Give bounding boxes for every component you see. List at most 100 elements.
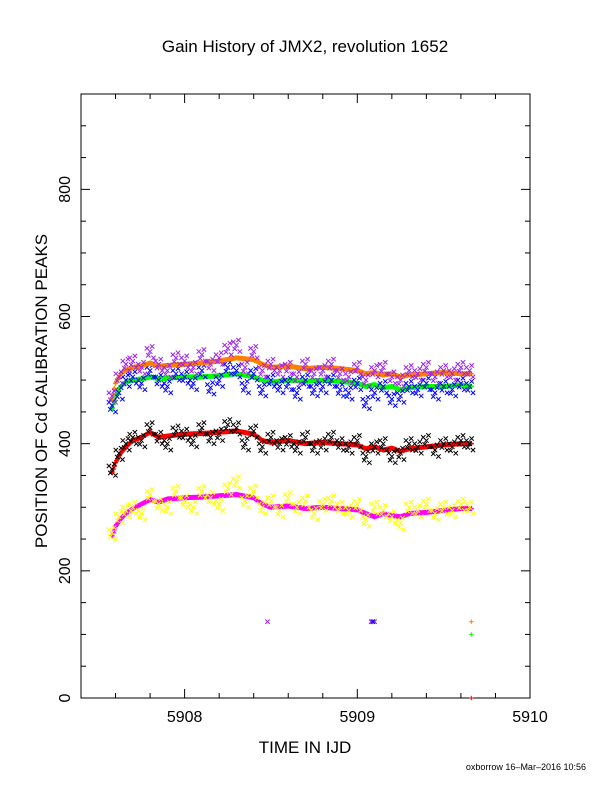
data-point [206,365,212,371]
data-point [412,383,418,390]
data-point [111,525,117,531]
data-point [184,426,190,432]
data-point [356,359,362,365]
data-point [375,374,381,380]
data-point [275,444,281,451]
data-point [425,359,432,365]
data-point [232,371,238,377]
data-point [399,515,406,521]
data-point [163,371,169,377]
data-point [291,501,297,507]
data-point [420,377,426,383]
data-point [299,431,305,437]
data-point [403,380,409,386]
data-point [194,511,200,517]
data-point [404,508,410,514]
data-point [343,441,349,447]
data-point [132,353,138,359]
data-point [437,437,444,444]
data-point [361,381,367,387]
data-point [335,444,341,451]
data-point [451,366,457,372]
data-point [170,352,176,358]
data-point [299,495,305,501]
data-point [184,369,190,375]
data-point [308,507,314,513]
data-point [453,377,459,383]
data-point [188,384,195,390]
data-point [249,432,255,438]
data-point [166,499,172,505]
data-point [413,511,419,517]
data-point [413,390,419,397]
data-point [374,385,380,391]
data-point [283,498,290,505]
data-point [374,499,380,505]
data-point [430,394,436,400]
data-point [254,434,260,440]
data-point [218,496,224,502]
data-point [396,397,402,403]
y-tick-label: 0 [57,693,74,702]
x-tick-label: 5908 [167,709,203,726]
data-point [196,348,202,355]
data-point [145,352,151,358]
data-point [368,441,375,447]
data-point [245,371,252,377]
data-point [222,482,228,488]
data-point [114,394,120,400]
data-point [448,448,454,454]
data-point [171,359,177,365]
data-point [289,371,295,377]
data-point [220,361,226,367]
data-point [180,502,186,508]
data-point [308,368,314,374]
data-point [360,374,366,380]
data-point [273,380,280,386]
data-point [202,358,208,364]
data-point [408,436,414,442]
data-point [404,444,410,451]
data-point [420,361,426,367]
data-point [265,495,271,501]
data-point [317,380,323,386]
data-point [220,437,226,444]
data-point [228,352,234,358]
data-point [106,463,112,469]
data-point [448,511,454,517]
data-point [394,390,400,396]
data-point [184,353,190,359]
data-point [126,447,132,453]
data-point [227,340,233,346]
data-point [142,371,148,377]
data-point [469,436,475,442]
data-point [144,345,150,351]
data-point [469,632,474,637]
data-point [334,368,340,374]
data-point [365,512,371,518]
data-point [127,501,133,507]
data-point [112,399,119,405]
data-point [135,361,141,367]
data-point [370,394,376,400]
data-point [187,361,193,367]
data-point [244,436,250,442]
data-point [417,366,423,372]
data-point [289,501,295,507]
data-point [358,387,364,393]
data-point [113,511,119,517]
data-point [213,352,219,358]
data-point [401,383,407,390]
data-point [386,393,392,399]
data-point [404,371,410,377]
data-point [349,514,355,520]
data-point [378,444,385,451]
data-point [244,359,250,365]
data-point [365,448,371,454]
data-point [170,485,176,491]
data-point [235,474,242,480]
data-point [292,508,298,514]
data-point [258,508,264,514]
data-point [263,374,269,380]
data-point [266,438,272,444]
